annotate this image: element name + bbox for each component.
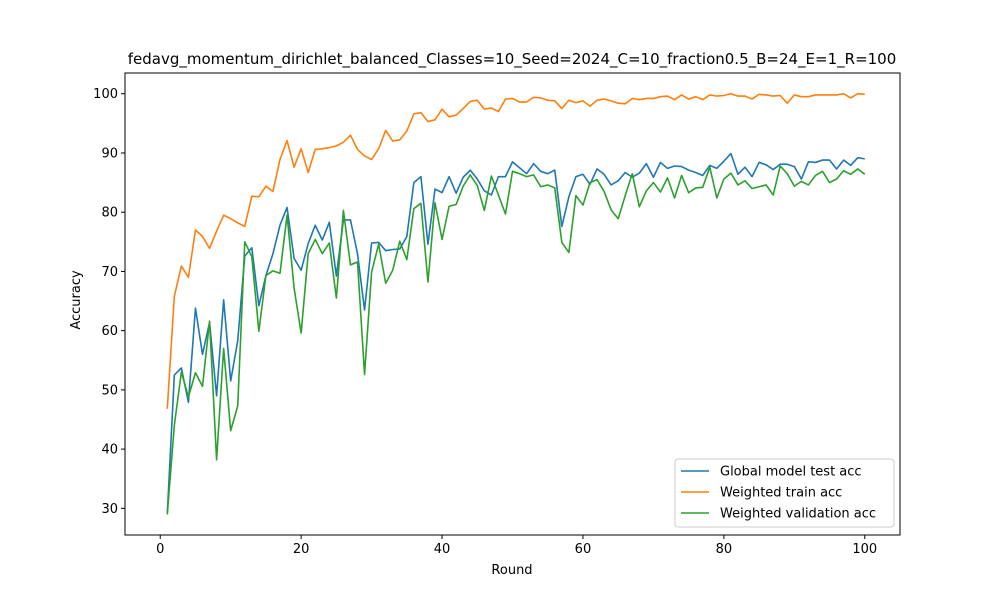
chart-title: fedavg_momentum_dirichlet_balanced_Class… — [128, 50, 897, 69]
x-tick-label: 0 — [156, 542, 164, 557]
x-axis-label: Round — [491, 563, 532, 578]
legend-entry-3: Weighted validation acc — [720, 507, 876, 522]
x-tick-label: 40 — [434, 542, 451, 557]
y-tick-label: 60 — [101, 324, 118, 339]
y-tick-label: 90 — [101, 146, 118, 161]
series-line-3 — [166, 165, 866, 515]
x-axis: 0 20 40 60 80 100 — [156, 535, 877, 557]
series-line-2 — [166, 92, 865, 409]
y-tick-label: 100 — [93, 87, 118, 102]
y-tick-label: 30 — [101, 502, 118, 517]
y-tick-label: 40 — [101, 443, 118, 458]
axes-frame — [124, 72, 901, 536]
plot-area: 0 20 40 60 80 100 30 40 50 60 70 80 90 100 — [93, 72, 901, 557]
legend: Global model test acc Weighted train acc W… — [674, 458, 895, 528]
series-layer — [166, 92, 866, 515]
x-tick-label: 60 — [575, 542, 592, 557]
y-axis-label: Accuracy — [69, 270, 84, 330]
y-tick-label: 50 — [101, 383, 118, 398]
legend-entry-1: Global model test acc — [720, 465, 862, 480]
x-tick-label: 20 — [293, 542, 310, 557]
legend-box — [674, 458, 895, 528]
y-tick-label: 80 — [101, 206, 118, 221]
x-tick-label: 80 — [716, 542, 733, 557]
x-tick-label: 100 — [852, 542, 877, 557]
y-axis: 30 40 50 60 70 80 90 100 — [93, 87, 125, 517]
y-tick-label: 70 — [101, 265, 118, 280]
legend-entry-2: Weighted train acc — [720, 486, 842, 501]
series-line-1 — [166, 152, 865, 515]
